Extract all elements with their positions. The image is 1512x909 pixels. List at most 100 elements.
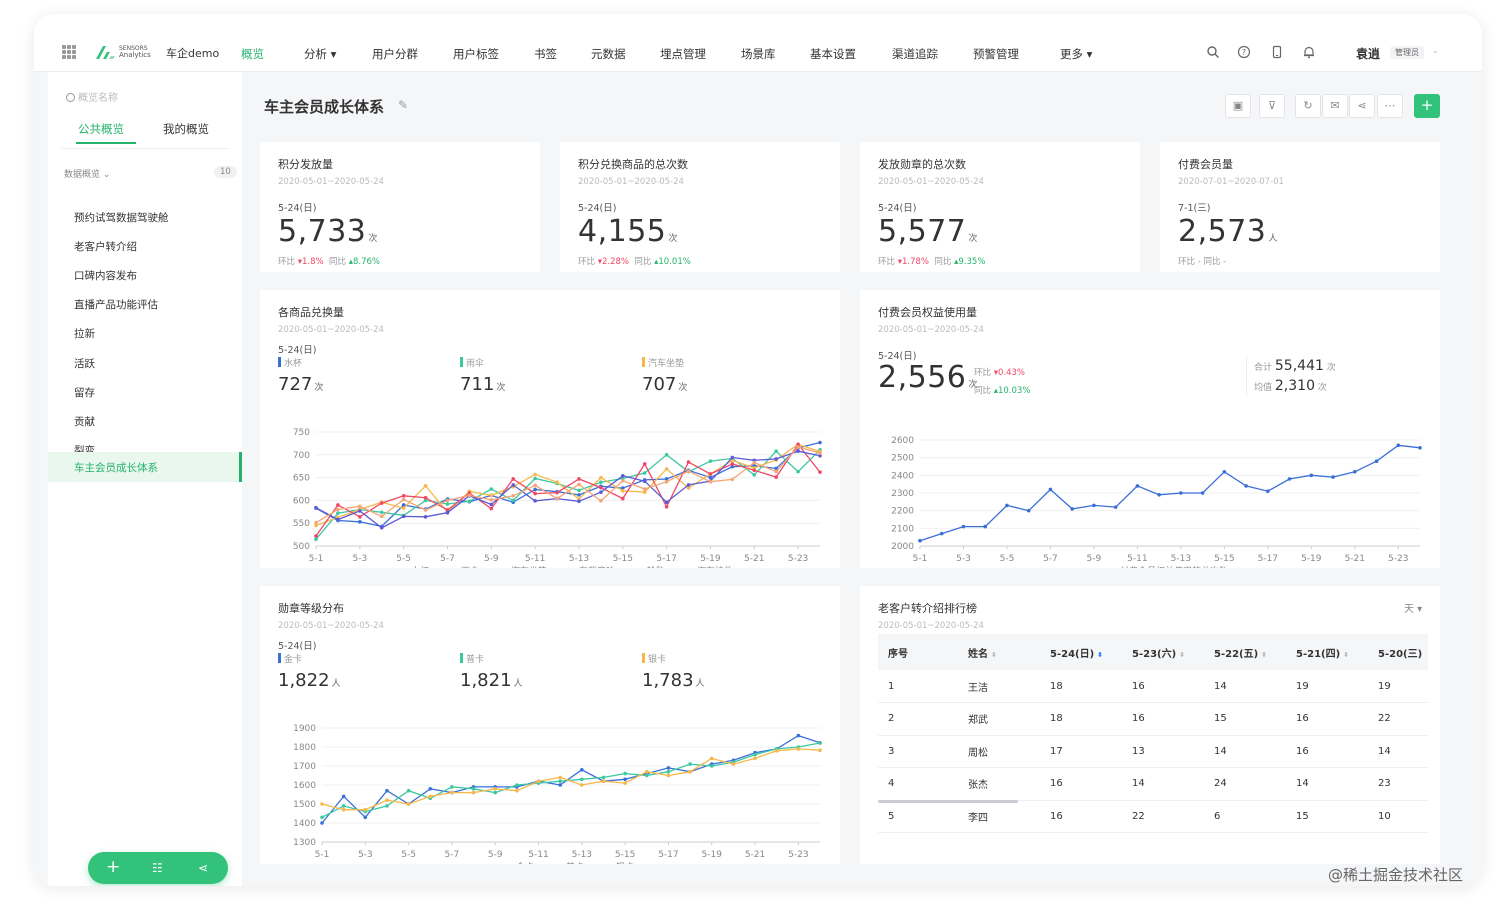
chevron-down-icon[interactable]: ⌄ [1432, 46, 1439, 55]
share-icon[interactable]: ⋖ [198, 861, 209, 875]
nav-user-segment[interactable]: 用户分群 [372, 47, 418, 61]
sidebar-item-live-stream[interactable]: 直播产品功能评估 [74, 299, 158, 311]
data-point [358, 509, 362, 513]
group-header[interactable]: 数据概览 ⌄ [64, 170, 111, 180]
kpi-card[interactable]: 积分发放量 2020-05-01~2020-05-24 5-24(日) 5,73… [260, 142, 540, 272]
table-row[interactable]: 3 周松 17 13 14 16 14 [878, 735, 1428, 768]
table-row[interactable]: 1 王洁 18 16 14 19 19 [878, 670, 1428, 703]
table-row[interactable]: 4 张杰 16 14 24 14 23 [878, 767, 1428, 801]
kpi-comparison: 环比 ▾2.28% 同比 ▴10.01% [578, 257, 691, 267]
kpi-card[interactable]: 付费会员量 2020-07-01~2020-07-01 7-1(三) 2,573… [1160, 142, 1440, 272]
table-row[interactable]: 5 李四 16 22 6 15 10 [878, 800, 1428, 833]
nav-overview[interactable]: 概览 [241, 47, 264, 61]
more-icon[interactable]: ⋯ [1377, 94, 1403, 118]
nav-channel-tracking[interactable]: 渠道追踪 [892, 47, 938, 61]
exchange-chart-card[interactable]: 各商品兑换量 2020-05-01~2020-05-24 5-24(日) 水杯 … [260, 290, 840, 568]
share-icon[interactable]: ⋖ [1349, 94, 1375, 118]
help-icon[interactable]: ? [1237, 45, 1251, 59]
nav-tracking-management[interactable]: 埋点管理 [660, 47, 706, 61]
layout-icon[interactable]: ▣ [1225, 94, 1251, 118]
column-header[interactable]: 5-21(四) ⬍ [1286, 634, 1368, 670]
column-header[interactable]: 5-20(三) [1368, 634, 1428, 670]
kpi-card[interactable]: 积分兑换商品的总次数 2020-05-01~2020-05-24 5-24(日)… [560, 142, 840, 272]
data-point [664, 504, 669, 509]
tab-my-overview[interactable]: 我的概览 [163, 122, 209, 136]
nav-analysis[interactable]: 分析 ▾ [304, 47, 337, 61]
search-icon[interactable] [1206, 45, 1220, 59]
x-tick-label: 5-21 [744, 554, 764, 564]
data-point [708, 475, 713, 480]
brand-name: SENSORS Analytics [119, 45, 151, 59]
nav-more[interactable]: 更多 ▾ [1060, 47, 1093, 61]
bell-icon[interactable] [1302, 45, 1316, 59]
nav-metadata[interactable]: 元数据 [591, 47, 626, 61]
add-icon[interactable]: + [106, 857, 121, 877]
column-header[interactable]: 5-23(六) ⬍ [1122, 634, 1204, 670]
active-tab-underline [76, 142, 136, 144]
data-point [428, 787, 433, 791]
nav-basic-settings[interactable]: 基本设置 [810, 47, 856, 61]
kpi-value: 2,573 人 [1178, 214, 1278, 249]
granularity-select[interactable]: 天 ▾ [1404, 604, 1423, 615]
x-tick-label: 5-19 [700, 554, 721, 564]
column-header[interactable]: 姓名 ⬍ [958, 634, 1040, 670]
card-title: 积分兑换商品的总次数 [578, 158, 688, 171]
data-point [796, 449, 800, 453]
data-point [515, 788, 519, 793]
legend-label: 汽车坐垫 [511, 565, 547, 568]
edit-icon[interactable]: ✎ [398, 98, 409, 112]
nav-scene-library[interactable]: 场景库 [741, 47, 776, 61]
table-cell: 14 [1204, 735, 1286, 768]
data-point [1396, 443, 1401, 448]
filter-icon[interactable]: ⊽ [1259, 94, 1285, 118]
sidebar-item-contribution[interactable]: 贡献 [74, 416, 95, 428]
horizontal-scrollbar[interactable] [878, 800, 1018, 803]
legend-label: 轮胎 [647, 565, 665, 568]
data-point [686, 469, 691, 474]
x-tick-label: 5-3 [956, 554, 971, 564]
badge-chart-card[interactable]: 勋章等级分布 2020-05-01~2020-05-24 5-24(日) 金卡 … [260, 586, 840, 864]
benefit-chart-card[interactable]: 付费会员权益使用量 2020-05-01~2020-05-24 5-24(日) … [860, 290, 1440, 568]
sidebar-item-test-drive[interactable]: 预约试驾数据驾驶舱 [74, 212, 169, 224]
date-range: 2020-05-01~2020-05-24 [278, 621, 384, 631]
sidebar-item-acquisition[interactable]: 拉新 [74, 328, 95, 340]
y-tick-label: 1600 [293, 781, 316, 791]
table-row[interactable]: 2 郑武 18 16 15 16 22 [878, 702, 1428, 736]
x-tick-label: 5-1 [315, 850, 330, 860]
svg-text:?: ? [1242, 48, 1246, 57]
nav-bookmarks[interactable]: 书签 [534, 47, 557, 61]
mobile-icon[interactable] [1270, 45, 1284, 59]
project-selector[interactable]: 车企demo [166, 47, 220, 60]
list-icon[interactable]: ☷ [152, 861, 163, 875]
x-tick-label: 5-23 [788, 850, 808, 860]
column-header[interactable]: 5-24(日) ⬍ [1040, 634, 1122, 670]
kpi-card[interactable]: 发放勋章的总次数 2020-05-01~2020-05-24 5-24(日) 5… [860, 142, 1140, 272]
tab-public-overview[interactable]: 公共概览 [78, 122, 124, 136]
sidebar-item-activity[interactable]: 活跃 [74, 358, 95, 370]
summary-value: 1,783 人 [642, 670, 705, 691]
mail-icon[interactable]: ✉ [1322, 94, 1348, 118]
column-header[interactable]: 5-22(五) ⬍ [1204, 634, 1286, 670]
sidebar-item-retention[interactable]: 留存 [74, 387, 95, 399]
card-title: 发放勋章的总次数 [878, 158, 966, 171]
data-point [1135, 484, 1140, 488]
y-tick-label: 2200 [891, 507, 914, 517]
nav-user-tags[interactable]: 用户标签 [453, 47, 499, 61]
app-grid-icon[interactable] [62, 45, 76, 59]
sidebar-item-referral[interactable]: 老客户转介绍 [74, 241, 137, 253]
sidebar-item-label: 车主会员成长体系 [74, 462, 158, 474]
table-cell: 16 [1286, 735, 1368, 768]
y-tick-label: 700 [293, 451, 310, 461]
data-point [730, 455, 735, 460]
sidebar-item-word-of-mouth[interactable]: 口碑内容发布 [74, 270, 137, 282]
data-point [423, 484, 428, 488]
sidebar-search-input[interactable]: 概览名称 [66, 89, 118, 104]
data-point [1200, 491, 1205, 495]
legend-label: 车载音响 [579, 565, 615, 568]
referral-ranking-card[interactable]: 老客户转介绍排行榜 2020-05-01~2020-05-24 天 ▾ 序号 姓… [860, 586, 1440, 864]
nav-alert-management[interactable]: 预警管理 [973, 47, 1019, 61]
sidebar-item-member-growth[interactable]: 车主会员成长体系 [48, 452, 242, 482]
user-name[interactable]: 袁逍 [1356, 47, 1381, 61]
add-widget-button[interactable]: + [1414, 94, 1440, 118]
refresh-icon[interactable]: ↻ [1295, 94, 1321, 118]
